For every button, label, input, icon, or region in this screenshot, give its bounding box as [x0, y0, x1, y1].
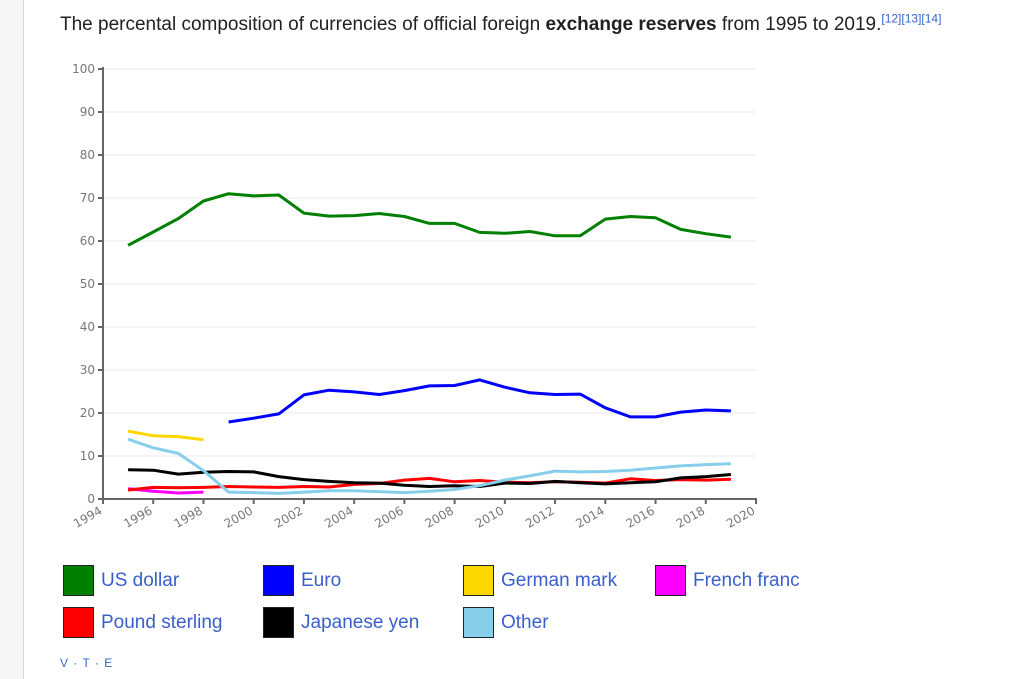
x-tick-label: 2002	[272, 503, 305, 530]
x-tick-label: 2012	[523, 503, 556, 530]
series-line-euro	[228, 378, 731, 424]
legend-item-french-franc: French franc	[655, 565, 800, 596]
legend-swatch	[463, 607, 494, 638]
legend-label[interactable]: German mark	[501, 569, 618, 591]
page-gutter	[0, 0, 24, 679]
x-tick-label: 1996	[121, 503, 154, 530]
x-tick-label: 2014	[573, 503, 606, 530]
vte-links[interactable]: V · T · E	[60, 656, 114, 670]
legend-label[interactable]: French franc	[693, 569, 800, 591]
legend-label[interactable]: Pound sterling	[101, 611, 223, 633]
legend-label[interactable]: US dollar	[101, 569, 180, 591]
y-tick-label: 40	[80, 320, 95, 334]
x-tick-label: 1998	[172, 503, 205, 530]
series-line-other	[127, 437, 731, 495]
caption-text-end: from 1995 to 2019.	[716, 14, 882, 35]
x-tick-label: 2008	[423, 503, 456, 530]
legend-item-other: Other	[463, 607, 549, 638]
series-line-pound-sterling	[127, 476, 731, 492]
y-tick-label: 80	[80, 148, 95, 162]
legend-swatch	[655, 565, 686, 596]
y-tick-label: 0	[87, 492, 95, 506]
legend-swatch	[63, 565, 94, 596]
legend-swatch	[263, 565, 294, 596]
x-tick-label: 2010	[473, 503, 506, 530]
legend-swatch	[263, 607, 294, 638]
series-line-japanese-yen	[128, 468, 732, 488]
series-line-us-dollar	[127, 192, 732, 247]
series-line-german-mark	[127, 429, 204, 442]
legend-item-euro: Euro	[263, 565, 341, 596]
x-tick-label: 2016	[624, 503, 657, 530]
x-tick-label: 1994	[71, 503, 104, 530]
y-tick-label: 50	[80, 277, 95, 291]
legend-item-us-dollar: US dollar	[63, 565, 179, 596]
legend-item-german-mark: German mark	[463, 565, 617, 596]
y-tick-label: 20	[80, 406, 95, 420]
legend-label[interactable]: Japanese yen	[301, 611, 420, 633]
reference-links[interactable]: [12][13][14]	[881, 11, 942, 26]
x-tick-label: 2004	[322, 503, 355, 530]
x-tick-label: 2000	[222, 503, 255, 530]
x-tick-label: 2006	[372, 503, 405, 530]
y-tick-label: 90	[80, 105, 95, 119]
y-tick-label: 70	[80, 191, 95, 205]
y-tick-label: 10	[80, 449, 95, 463]
chart-caption: The percental composition of currencies …	[60, 11, 942, 36]
legend-label[interactable]: Other	[501, 611, 549, 633]
x-tick-label: 2018	[674, 503, 707, 530]
y-tick-label: 30	[80, 363, 95, 377]
legend-label[interactable]: Euro	[301, 569, 342, 591]
y-tick-label: 60	[80, 234, 95, 248]
caption-text: The percental composition of currencies …	[60, 14, 546, 35]
legend-item-japanese-yen: Japanese yen	[263, 607, 419, 638]
line-chart: 0 10 20 30 40 50 60 70 80 90 100 1994 1996 1998 2000 20…	[71, 62, 757, 531]
x-tick-label: 2020	[724, 503, 757, 530]
y-tick-label: 100	[72, 62, 95, 76]
legend-swatch	[463, 565, 494, 596]
legend-item-pound-sterling: Pound sterling	[63, 607, 222, 638]
legend-swatch	[63, 607, 94, 638]
exchange-reserves-link[interactable]: exchange reserves	[545, 14, 717, 35]
